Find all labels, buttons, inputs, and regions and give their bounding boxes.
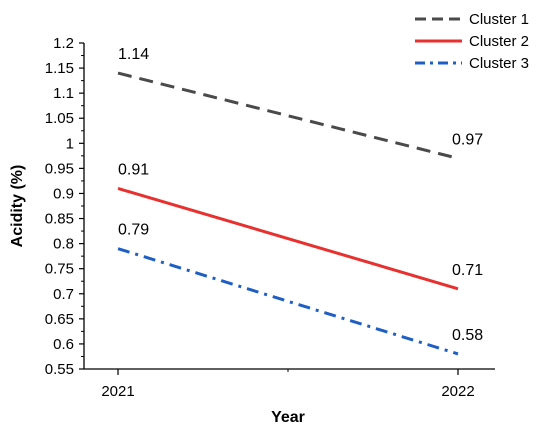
y-tick-label: 0.55 <box>45 361 74 378</box>
y-tick-label: 0.7 <box>53 286 74 303</box>
legend-label: Cluster 2 <box>469 33 529 50</box>
legend-label: Cluster 1 <box>469 11 529 28</box>
series-line <box>117 247 459 356</box>
data-label: 0.58 <box>452 327 483 344</box>
legend-label: Cluster 3 <box>469 55 529 72</box>
y-tick-label: 1.15 <box>45 60 74 77</box>
data-label: 0.79 <box>118 222 149 239</box>
y-tick-label: 0.9 <box>53 185 74 202</box>
data-label: 1.14 <box>118 46 149 63</box>
y-tick-label: 0.75 <box>45 261 74 278</box>
x-axis-title: Year <box>271 409 305 426</box>
axes <box>83 43 495 370</box>
y-tick-label: 0.95 <box>45 160 74 177</box>
data-label: 0.91 <box>118 161 149 178</box>
data-label: 0.97 <box>452 131 483 148</box>
y-tick-label: 0.85 <box>45 211 74 228</box>
data-labels: 1.14 0.97 0.91 0.71 0.79 0.58 <box>118 46 483 344</box>
data-label: 0.71 <box>452 262 483 279</box>
series-line <box>117 71 459 160</box>
y-tick-label: 0.65 <box>45 311 74 328</box>
y-axis-title: Acidity (%) <box>9 165 26 248</box>
series-lines <box>117 71 459 356</box>
x-tick-label: 2021 <box>101 383 134 400</box>
y-tick-label: 0.8 <box>53 236 74 253</box>
y-tick-label: 1.1 <box>53 85 74 102</box>
y-tick-label: 1.2 <box>53 35 74 52</box>
y-axis-ticks: 0.55 0.6 0.65 0.7 0.75 0.8 0.85 0.9 0.95 1 1.05 1.1… <box>45 35 84 378</box>
y-tick-label: 1 <box>66 135 74 152</box>
x-tick-label: 2022 <box>441 383 474 400</box>
legend: Cluster 1 Cluster 2 Cluster 3 <box>415 11 529 72</box>
y-tick-label: 0.6 <box>53 336 74 353</box>
y-tick-label: 1.05 <box>45 110 74 127</box>
x-axis-ticks: 2021 2022 <box>101 369 475 400</box>
series-line <box>117 187 459 291</box>
